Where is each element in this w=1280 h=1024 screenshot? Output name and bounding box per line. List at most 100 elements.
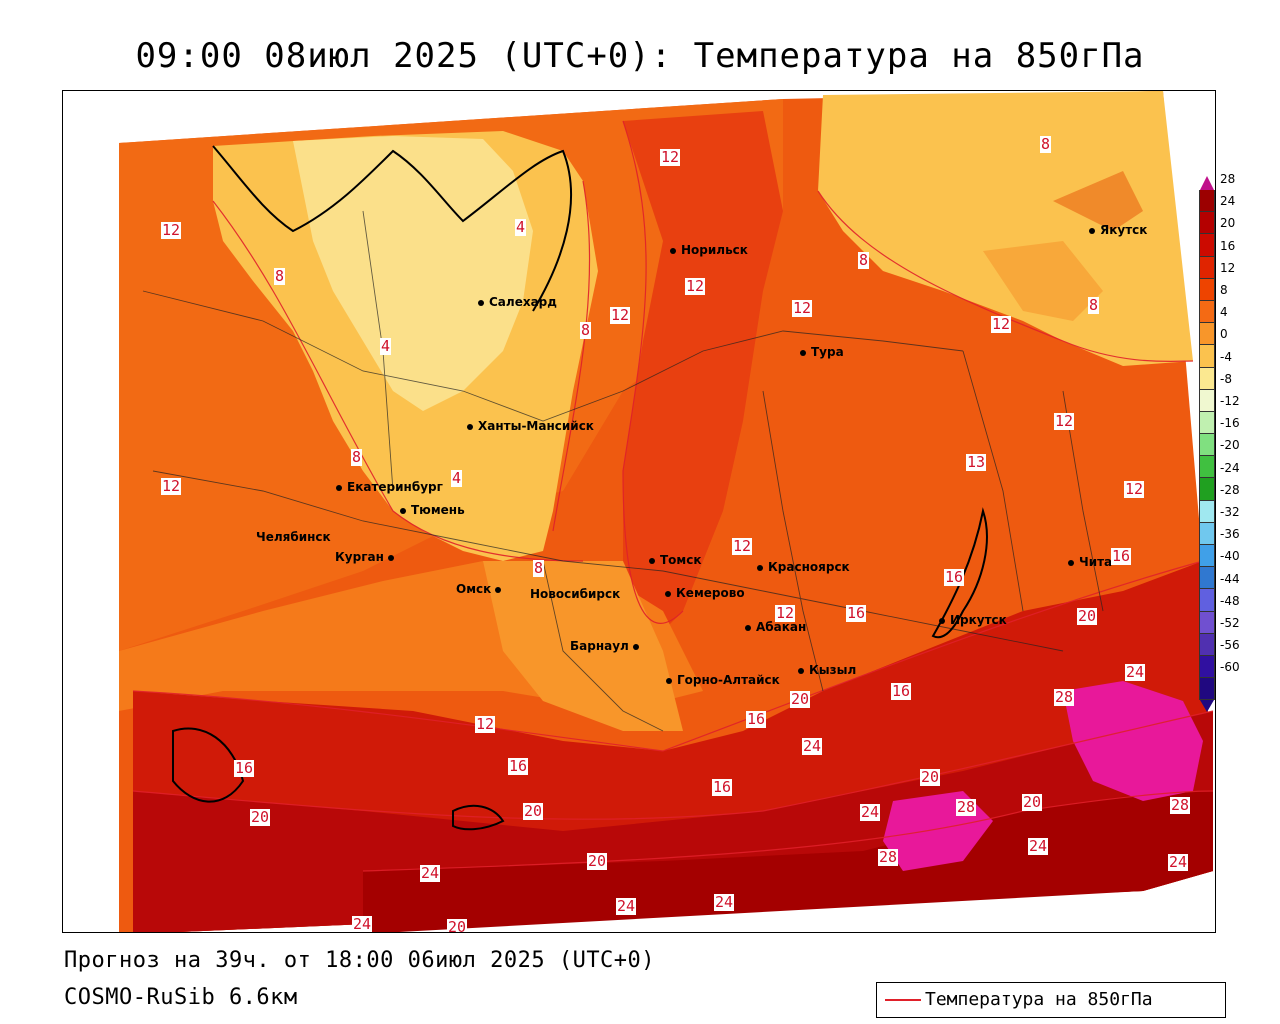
isotherm-label: 12 <box>991 315 1012 333</box>
isotherm-label: 24 <box>860 803 881 821</box>
isotherm-label: 12 <box>610 306 631 324</box>
scale-cell <box>1199 278 1215 301</box>
city-label: Челябинск <box>256 530 331 544</box>
city-dot-icon <box>670 247 676 254</box>
city-marker: Абакан <box>745 621 806 633</box>
city-marker: Томск <box>649 554 702 566</box>
scale-cell <box>1199 234 1215 257</box>
scale-label: -48 <box>1220 593 1240 608</box>
scale-cell <box>1199 434 1215 457</box>
isotherm-label: 20 <box>1077 607 1098 625</box>
temperature-map: Норильск Салехард Якутск Тура Ханты-Манс… <box>62 90 1216 933</box>
scale-label: 20 <box>1220 216 1236 231</box>
city-dot-icon <box>495 586 502 593</box>
isotherm-label: 12 <box>660 148 681 166</box>
isotherm-label: 8 <box>274 267 286 285</box>
city-marker: Кызыл <box>798 664 856 676</box>
isotherm-label: 20 <box>790 690 811 708</box>
city-marker: Иркутск <box>939 614 1007 626</box>
isotherm-label: 24 <box>1125 663 1146 681</box>
scale-cell <box>1199 589 1215 612</box>
isotherm-label: 24 <box>616 897 637 915</box>
city-marker: Тюмень <box>400 504 465 516</box>
isotherm-label: 12 <box>1054 412 1075 430</box>
city-dot-icon <box>336 484 342 491</box>
isotherm-label: 8 <box>580 321 592 339</box>
scale-cell <box>1199 345 1215 368</box>
city-marker: Чита <box>1068 556 1112 568</box>
scale-label: -60 <box>1220 660 1240 675</box>
scale-label: 12 <box>1220 260 1236 275</box>
scale-label: 4 <box>1220 305 1228 320</box>
isotherm-label: 28 <box>878 848 899 866</box>
isotherm-label: 4 <box>515 218 527 236</box>
city-marker: Красноярск <box>757 561 850 573</box>
isotherm-label: 12 <box>792 299 813 317</box>
isotherm-label: 12 <box>732 537 753 555</box>
scale-label: -32 <box>1220 505 1240 519</box>
city-dot-icon <box>939 617 945 624</box>
isotherm-label: 20 <box>250 808 271 826</box>
scale-label: -52 <box>1220 616 1240 630</box>
city-dot-icon <box>633 643 640 650</box>
scale-bottom-arrow-icon <box>1199 700 1215 713</box>
isotherm-label: 24 <box>1168 853 1189 871</box>
city-dot-icon <box>400 507 406 514</box>
isotherm-label: 16 <box>712 778 733 796</box>
scale-label: -16 <box>1220 416 1240 431</box>
scale-cell <box>1199 323 1215 346</box>
isotherm-label: 28 <box>1054 688 1075 706</box>
isotherm-label: 16 <box>846 604 867 622</box>
isotherm-label: 13 <box>966 453 987 471</box>
isotherm-label: 24 <box>420 864 441 882</box>
city-dot-icon <box>1068 559 1074 566</box>
isotherm-label: 8 <box>1088 296 1100 314</box>
scale-label: -24 <box>1220 460 1240 475</box>
city-dot-icon <box>388 554 395 561</box>
isotherm-label: 16 <box>234 759 255 777</box>
city-dot-icon <box>1089 227 1095 234</box>
scale-label: 24 <box>1220 194 1236 209</box>
scale-label: -8 <box>1220 371 1232 386</box>
city-marker: Курган <box>335 551 399 563</box>
isotherm-label: 12 <box>685 277 706 295</box>
city-dot-icon <box>745 624 751 631</box>
isotherm-label: 12 <box>161 477 182 495</box>
scale-label: -56 <box>1220 638 1240 653</box>
scale-label: 0 <box>1220 327 1228 342</box>
isotherm-label: 16 <box>891 682 912 700</box>
isotherm-label: 8 <box>351 448 363 466</box>
scale-cells <box>1199 190 1215 713</box>
scale-top-arrow-icon <box>1200 176 1214 190</box>
scale-cell <box>1199 256 1215 279</box>
scale-cell <box>1199 611 1215 634</box>
scale-label: -28 <box>1220 482 1240 497</box>
isotherm-label: 16 <box>944 568 965 586</box>
isotherm-label: 4 <box>451 469 463 487</box>
isotherm-label: 12 <box>475 715 496 733</box>
city-marker: Норильск <box>670 244 748 256</box>
isotherm-label: 20 <box>1022 793 1043 811</box>
temperature-field <box>119 91 1214 932</box>
isotherm-label: 24 <box>1028 837 1049 855</box>
city-marker: Кемерово <box>665 587 745 599</box>
scale-cell <box>1199 367 1215 390</box>
city-marker: Тура <box>800 346 844 358</box>
temperature-color-scale <box>1199 176 1215 713</box>
isotherm-label: 24 <box>802 737 823 755</box>
city-label: Новосибирск <box>530 587 621 601</box>
map-title: 09:00 08июл 2025 (UTC+0): Температура на… <box>135 36 1145 76</box>
isotherm-label: 12 <box>775 604 796 622</box>
isotherm-label: 20 <box>587 852 608 870</box>
isotherm-label: 20 <box>920 768 941 786</box>
legend-line-swatch <box>885 999 921 1001</box>
scale-label: 16 <box>1220 238 1236 253</box>
city-dot-icon <box>757 564 763 571</box>
scale-label: -4 <box>1220 349 1232 364</box>
scale-cell <box>1199 655 1215 679</box>
scale-label: 8 <box>1220 283 1228 297</box>
isotherm-label: 8 <box>1040 135 1052 153</box>
isotherm-label: 16 <box>746 710 767 728</box>
scale-cell <box>1199 478 1215 501</box>
scale-cell <box>1199 545 1215 568</box>
